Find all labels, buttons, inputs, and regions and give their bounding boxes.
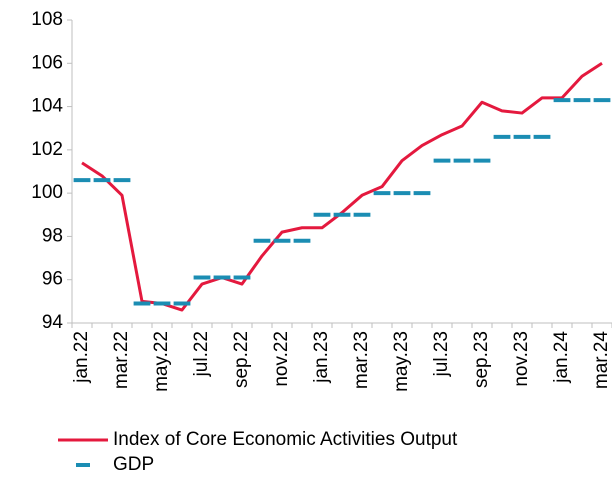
x-tick-label: jan.24 <box>551 331 572 384</box>
x-tick-label: jan.23 <box>311 331 332 384</box>
y-tick-label: 98 <box>42 225 63 246</box>
x-tick-label: mar.24 <box>591 331 612 390</box>
x-tick-label: nov.22 <box>271 331 292 387</box>
x-tick-label: may.23 <box>391 331 412 392</box>
line <box>81 62 603 312</box>
legend-label: GDP <box>113 454 154 475</box>
x-tick-label: sep.23 <box>471 331 492 388</box>
y-tick-label: 96 <box>42 269 63 290</box>
x-tick-label: sep.22 <box>231 331 252 388</box>
y-tick-label: 104 <box>31 96 63 117</box>
legend-label: Index of Core Economic Activities Output <box>113 429 458 450</box>
x-tick-label: may.22 <box>151 331 172 392</box>
x-tick-label: jul.22 <box>191 331 212 377</box>
y-tick-label: 102 <box>31 139 63 160</box>
y-tick-label: 94 <box>42 312 64 333</box>
x-tick-label: jul.23 <box>431 331 452 377</box>
x-tick-label: jan.22 <box>71 331 92 384</box>
x-tick-label: nov.23 <box>511 331 532 387</box>
y-tick-label: 100 <box>31 182 63 203</box>
y-tick-label: 108 <box>31 9 63 30</box>
x-tick-label: mar.23 <box>351 331 372 389</box>
y-tick-label: 106 <box>31 52 63 73</box>
x-tick-label: mar.22 <box>111 331 132 389</box>
